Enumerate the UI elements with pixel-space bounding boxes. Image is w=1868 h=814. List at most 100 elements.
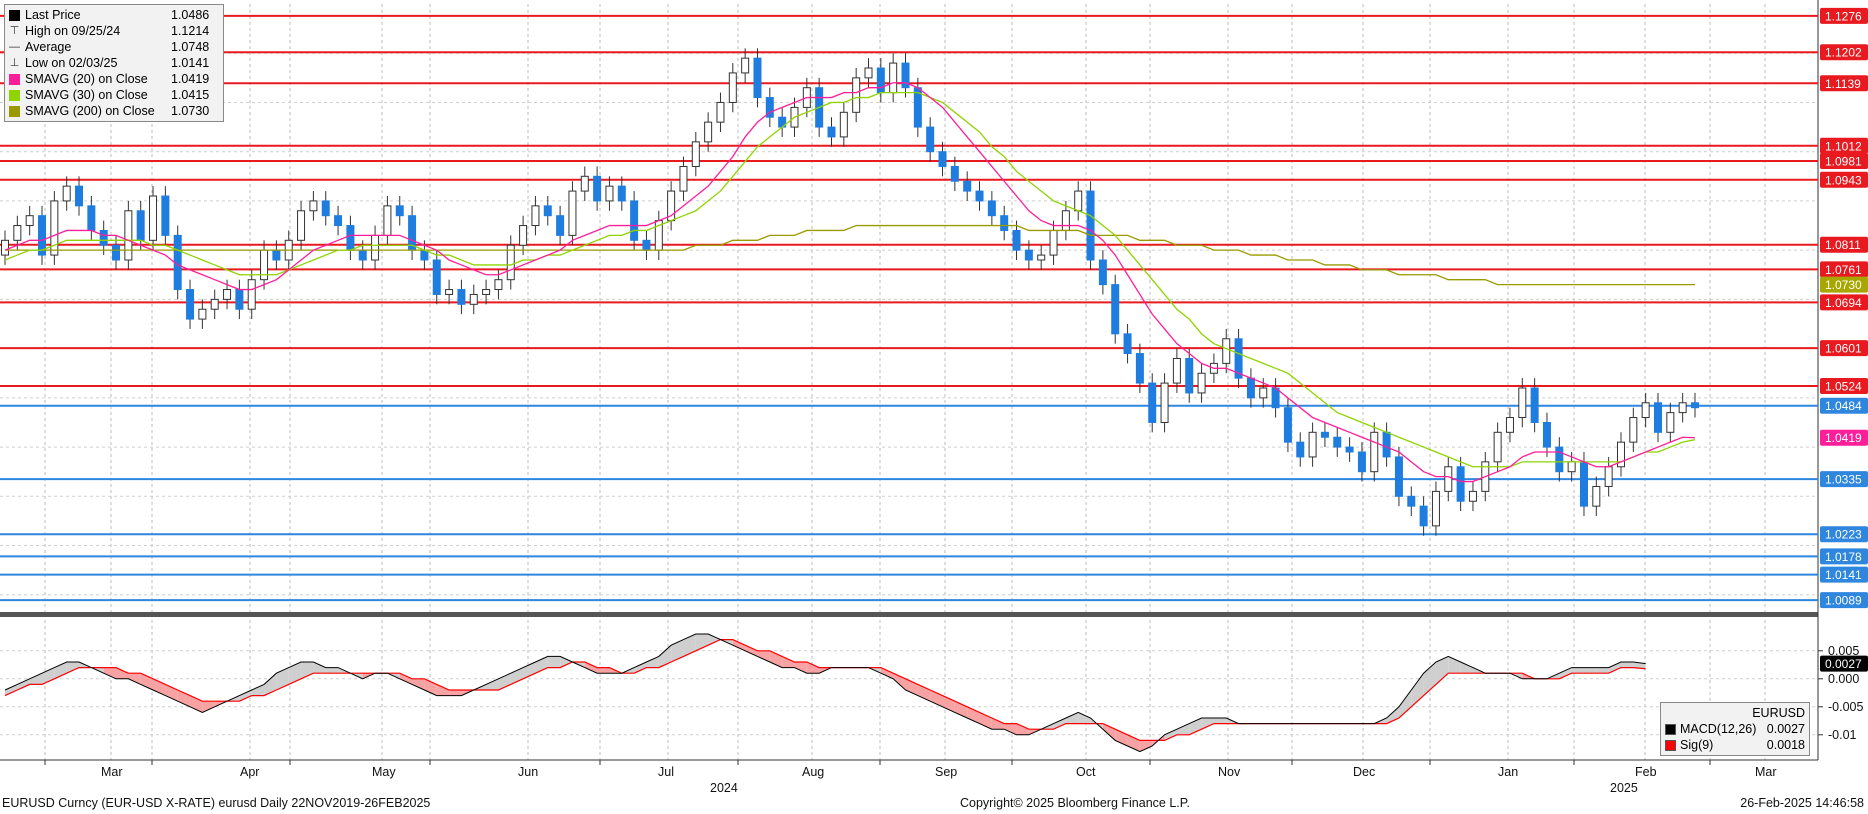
macd-fill — [1571, 667, 1584, 674]
candle-body — [1308, 431, 1317, 458]
candle-body — [87, 205, 96, 231]
legend-row: SMAVG (30) on Close 1.0415 — [9, 87, 219, 103]
x-tick-label: Jul — [658, 765, 674, 779]
macd-tick-label: 0.000 — [1828, 672, 1859, 686]
candle-body — [1012, 229, 1021, 251]
legend-swatch — [9, 89, 20, 101]
candle-body — [235, 289, 244, 310]
macd-fill — [683, 634, 696, 657]
price-tag — [1820, 236, 1868, 253]
candle-body — [1579, 461, 1588, 507]
price-tag — [1820, 548, 1868, 565]
macd-fill — [1213, 718, 1227, 724]
candle-body — [1542, 421, 1551, 448]
macd-fill — [745, 645, 758, 657]
legend-low-icon: ⊥ — [9, 57, 20, 69]
price-tag — [1820, 44, 1868, 61]
candle-body — [1530, 387, 1539, 423]
macd-fill — [412, 678, 425, 690]
macd-fill — [1078, 712, 1091, 724]
macd-fill — [486, 678, 499, 690]
price-tag-label: 1.0484 — [1825, 399, 1862, 413]
candle-body — [62, 185, 71, 202]
x-tick-label: Sep — [935, 765, 957, 779]
candle-body — [297, 210, 306, 241]
legend-value: 1.0141 — [171, 56, 210, 70]
sma200-line — [5, 224, 1695, 286]
candle-body — [1333, 436, 1342, 448]
candle-body — [519, 225, 528, 246]
candle-body — [1296, 441, 1305, 458]
macd-fill — [1596, 667, 1609, 674]
candle-body — [432, 259, 441, 295]
price-tag — [1820, 471, 1868, 488]
price-legend: Last Price 1.0486 ⊤ High on 09/25/24 1.1214—… — [4, 4, 224, 122]
candle-body — [864, 67, 873, 79]
macd-fill — [1608, 662, 1621, 674]
candle-body — [124, 210, 133, 261]
candle-body — [1653, 402, 1662, 433]
macd-fill — [1620, 662, 1634, 668]
candle-body — [593, 175, 602, 202]
candle-body — [901, 62, 910, 89]
candle-body — [1567, 461, 1576, 473]
macd-fill — [1411, 673, 1424, 707]
price-tag — [1820, 294, 1868, 311]
candle-body — [1185, 357, 1194, 394]
candle-body — [1049, 229, 1058, 256]
sma30-line — [4, 91, 1696, 468]
candle-body — [704, 121, 713, 143]
candle-body — [149, 195, 158, 241]
macd-legend: EURUSD MACD(12,26) 0.0027 Sig(9) 0.0018 — [1660, 702, 1810, 756]
macd-fill — [880, 667, 894, 679]
candle-body — [617, 185, 626, 202]
x-tick-label: Mar — [101, 765, 123, 779]
price-tag-label: 1.0141 — [1825, 568, 1862, 582]
candle-body — [309, 200, 318, 212]
candle-body — [531, 205, 540, 227]
price-tag — [1820, 340, 1868, 357]
price-tag-label: 1.0943 — [1825, 173, 1862, 187]
macd-legend-row-signal: Sig(9) 0.0018 — [1665, 737, 1805, 753]
price-tag-label: 1.0089 — [1825, 594, 1862, 608]
macd-fill — [1065, 712, 1079, 724]
macd-fill — [449, 690, 462, 696]
price-tag-label: 1.0694 — [1825, 296, 1862, 310]
price-tag-label: 1.1202 — [1825, 46, 1862, 60]
macd-legend-row-macd: MACD(12,26) 0.0027 — [1665, 721, 1805, 737]
x-tick-label: Jan — [1498, 765, 1518, 779]
macd-fill — [436, 684, 450, 696]
x-tick-label: Nov — [1218, 765, 1241, 779]
macd-legend-title: EURUSD — [1752, 706, 1805, 720]
macd-fill — [584, 662, 598, 674]
macd-fill — [1559, 667, 1572, 679]
candle-body — [494, 279, 503, 291]
candle-body — [938, 151, 947, 167]
candle-body — [506, 244, 515, 281]
candle-body — [1444, 466, 1453, 492]
macd-swatch — [1665, 723, 1676, 735]
macd-fill — [116, 667, 129, 679]
macd-fill — [29, 673, 43, 685]
price-tag — [1820, 429, 1868, 446]
macd-fill — [1102, 723, 1116, 741]
candle-body — [1160, 382, 1169, 423]
candle-body — [1222, 338, 1231, 364]
price-tag — [1820, 397, 1868, 414]
legend-row: ⊤ High on 09/25/24 1.1214 — [9, 23, 219, 39]
legend-value: 1.0486 — [171, 8, 210, 22]
macd-fill — [190, 695, 203, 713]
candle-body — [926, 126, 935, 153]
candle-body — [827, 126, 836, 138]
price-tag — [1820, 171, 1868, 188]
candle-body — [876, 67, 885, 94]
macd-fill — [1004, 723, 1017, 735]
macd-fill — [560, 656, 573, 668]
candle-body — [1259, 387, 1268, 399]
year-label: 2025 — [1610, 781, 1638, 795]
legend-value: 1.1214 — [171, 24, 210, 38]
candle-body — [1431, 490, 1440, 527]
candle-body — [13, 225, 22, 241]
legend-label: SMAVG (30) on Close — [25, 88, 148, 102]
candle-body — [1, 239, 9, 256]
